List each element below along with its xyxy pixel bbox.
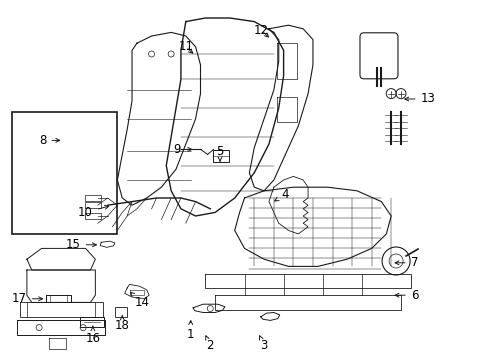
Text: 2: 2 [205,336,214,352]
Text: 1: 1 [186,321,194,341]
Bar [85,213,101,219]
Text: 5: 5 [216,145,224,161]
Text: 11: 11 [178,40,193,53]
Bar [85,195,101,201]
Text: 8: 8 [39,134,60,147]
Bar [115,307,127,318]
Text: 4: 4 [274,188,288,201]
Text: 7: 7 [394,256,417,269]
Text: 6: 6 [394,289,417,302]
Bar [85,202,101,208]
Text: 17: 17 [12,292,42,305]
Text: 9: 9 [173,143,191,156]
Bar [213,149,228,162]
Bar [80,317,104,327]
Text: 13: 13 [404,93,434,105]
Text: 18: 18 [115,316,129,332]
Bar [12,112,117,234]
Text: 3: 3 [259,336,267,352]
Text: 10: 10 [78,205,108,219]
Text: 12: 12 [254,24,268,37]
Text: 15: 15 [66,238,96,251]
Text: 16: 16 [85,326,100,345]
Text: 14: 14 [130,292,149,309]
